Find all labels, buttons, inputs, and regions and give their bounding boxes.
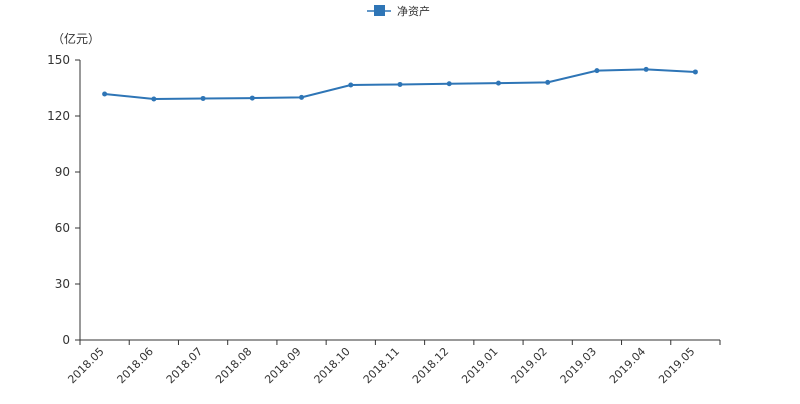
data-point (348, 82, 354, 88)
y-tick-label: 150 (47, 53, 70, 67)
x-tick-label: 2018.07 (164, 345, 205, 386)
data-point (249, 95, 255, 101)
legend-marker-icon (374, 5, 385, 16)
y-tick-label: 120 (47, 109, 70, 123)
data-point (299, 94, 305, 100)
series-layer (102, 66, 698, 102)
data-point (102, 91, 108, 97)
y-axis-ticks: 0 30 60 90 120 150 (47, 53, 80, 347)
data-point (200, 95, 206, 101)
data-point (151, 96, 157, 102)
x-tick-label: 2018.11 (361, 345, 402, 386)
x-tick-label: 2019.02 (508, 345, 549, 386)
data-point (594, 68, 600, 74)
data-point (446, 81, 452, 87)
x-tick-label: 2018.06 (115, 345, 156, 386)
x-tick-label: 2018.10 (312, 345, 353, 386)
legend-label: 净资产 (397, 4, 430, 18)
x-tick-label: 2019.05 (656, 345, 697, 386)
y-axis-unit-label: （亿元） (52, 31, 100, 46)
x-tick-label: 2019.04 (607, 345, 648, 386)
x-tick-label: 2019.01 (459, 345, 500, 386)
data-point (643, 66, 649, 72)
legend[interactable]: 净资产 (367, 4, 430, 18)
x-tick-label: 2018.08 (213, 345, 254, 386)
y-tick-label: 90 (55, 165, 70, 179)
x-tick-label: 2019.03 (558, 345, 599, 386)
y-tick-label: 60 (55, 221, 70, 235)
y-tick-label: 30 (55, 277, 70, 291)
data-point (692, 69, 698, 75)
x-axis-ticks: 2018.05 2018.06 2018.07 2018.08 2018.09 2018.… (65, 340, 721, 386)
x-tick-label: 2018.05 (65, 345, 106, 386)
y-tick-label: 0 (62, 333, 70, 347)
x-tick-label: 2018.09 (262, 345, 303, 386)
data-point (545, 79, 551, 85)
data-point (397, 81, 403, 87)
x-tick-label: 2018.12 (410, 345, 451, 386)
data-point (495, 80, 501, 86)
